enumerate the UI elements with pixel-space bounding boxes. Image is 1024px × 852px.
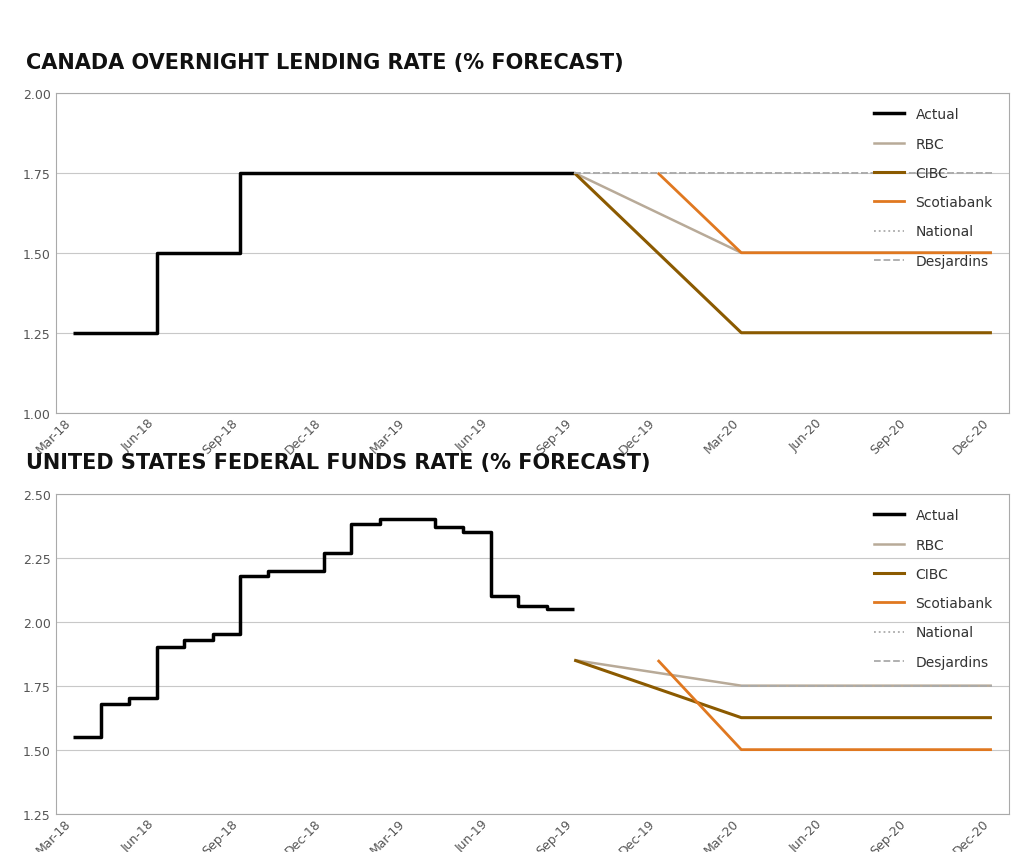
Text: CANADA OVERNIGHT LENDING RATE (% FORECAST): CANADA OVERNIGHT LENDING RATE (% FORECAS… bbox=[26, 53, 624, 72]
Text: UNITED STATES FEDERAL FUNDS RATE (% FORECAST): UNITED STATES FEDERAL FUNDS RATE (% FORE… bbox=[26, 453, 650, 473]
Legend: Actual, RBC, CIBC, Scotiabank, National, Desjardins: Actual, RBC, CIBC, Scotiabank, National,… bbox=[867, 101, 999, 275]
Legend: Actual, RBC, CIBC, Scotiabank, National, Desjardins: Actual, RBC, CIBC, Scotiabank, National,… bbox=[867, 502, 999, 676]
